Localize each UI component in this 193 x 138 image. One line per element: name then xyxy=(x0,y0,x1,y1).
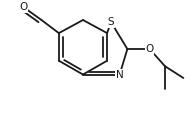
Text: O: O xyxy=(19,2,27,12)
Text: N: N xyxy=(116,70,124,79)
Text: O: O xyxy=(146,44,154,54)
Text: S: S xyxy=(108,17,114,27)
